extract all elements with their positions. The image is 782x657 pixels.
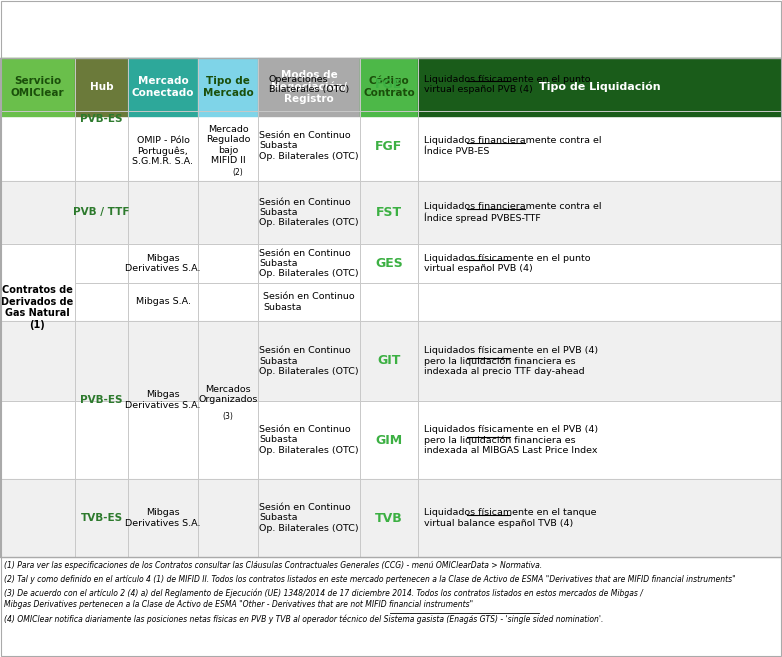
Text: TVB-ES: TVB-ES	[81, 513, 123, 523]
Text: (4) OMIClear notifica diariamente las posiciones netas físicas en PVB y TVB al o: (4) OMIClear notifica diariamente las po…	[4, 614, 604, 623]
Bar	[418, 58, 782, 116]
Bar	[0, 58, 75, 116]
Text: Sesión en Continuo
Subasta
Op. Bilaterales (OTC): Sesión en Continuo Subasta Op. Bilateral…	[259, 503, 359, 533]
Text: Sesión en Continuo
Subasta
Op. Bilaterales (OTC): Sesión en Continuo Subasta Op. Bilateral…	[259, 131, 359, 161]
Text: PVB-ES: PVB-ES	[81, 114, 123, 124]
Text: (3): (3)	[223, 412, 234, 421]
Text: Mibgas
Derivatives S.A.: Mibgas Derivatives S.A.	[125, 509, 201, 528]
Bar	[258, 58, 360, 116]
Text: PVB / TTF: PVB / TTF	[74, 208, 130, 217]
Text: (2) Tal y como definido en el artículo 4 (1) de MIFID II. Todos los contratos li: (2) Tal y como definido en el artículo 4…	[4, 575, 736, 584]
Text: FST: FST	[376, 206, 402, 219]
Text: TVB: TVB	[375, 512, 403, 524]
Bar	[0, 181, 782, 244]
Text: GIT: GIT	[377, 355, 400, 367]
Text: GIM: GIM	[375, 434, 403, 447]
Text: GES: GES	[375, 257, 403, 270]
Bar	[75, 58, 128, 116]
Text: Mercado
Conectado: Mercado Conectado	[131, 76, 194, 98]
Bar	[0, 479, 782, 557]
Text: Liquidados financieramente contra el
Índice PVB-ES: Liquidados financieramente contra el Índ…	[424, 136, 601, 156]
Text: Mercados
Organizados: Mercados Organizados	[199, 385, 258, 404]
Text: Liquidados físicamente en el PVB (4)
pero la liquidación financiera es
indexada : Liquidados físicamente en el PVB (4) per…	[424, 425, 598, 455]
Text: Liquidados financieramente contra el
Índice spread PVBES-TTF: Liquidados financieramente contra el Índ…	[424, 202, 601, 223]
Text: (2): (2)	[232, 168, 243, 177]
Text: Servicio
OMIClear: Servicio OMIClear	[11, 76, 64, 98]
Text: Modos de
Negociación/
Registro: Modos de Negociación/ Registro	[271, 70, 347, 104]
Text: Mibgas
Derivatives S.A.: Mibgas Derivatives S.A.	[125, 254, 201, 273]
Text: Hub: Hub	[90, 82, 113, 92]
Bar	[0, 58, 782, 557]
Text: Operaciones
Bilaterales (OTC): Operaciones Bilaterales (OTC)	[269, 75, 349, 94]
Text: Liquidados físicamente en el tanque
virtual balance español TVB (4): Liquidados físicamente en el tanque virt…	[424, 509, 597, 528]
Text: Sesión en Continuo
Subasta
Op. Bilaterales (OTC): Sesión en Continuo Subasta Op. Bilateral…	[259, 346, 359, 376]
Bar	[0, 111, 782, 181]
Text: Liquidados físicamente en el punto
virtual español PVB (4): Liquidados físicamente en el punto virtu…	[424, 75, 590, 94]
Text: PVB-ES: PVB-ES	[81, 395, 123, 405]
Bar	[198, 58, 258, 116]
Text: Sesión en Continuo
Subasta: Sesión en Continuo Subasta	[264, 292, 355, 311]
Bar	[0, 321, 782, 401]
Text: Código
Contrato: Código Contrato	[363, 76, 415, 98]
Bar	[0, 244, 782, 321]
Text: Liquidados físicamente en el punto
virtual español PVB (4): Liquidados físicamente en el punto virtu…	[424, 254, 590, 273]
Text: OMIP - Pólo
Português,
S.G.M.R. S.A.: OMIP - Pólo Português, S.G.M.R. S.A.	[132, 136, 193, 166]
Bar	[0, 401, 782, 479]
Text: (3) De acuerdo con el artículo 2 (4) a) del Reglamento de Ejecución (UE) 1348/20: (3) De acuerdo con el artículo 2 (4) a) …	[4, 589, 643, 609]
Bar	[0, 58, 782, 111]
Text: Mibgas
Derivatives S.A.: Mibgas Derivatives S.A.	[125, 390, 201, 410]
Text: Sesión en Continuo
Subasta
Op. Bilaterales (OTC): Sesión en Continuo Subasta Op. Bilateral…	[259, 248, 359, 279]
Text: Mibgas S.A.: Mibgas S.A.	[135, 298, 191, 307]
Text: Sesión en Continuo
Subasta
Op. Bilaterales (OTC): Sesión en Continuo Subasta Op. Bilateral…	[259, 425, 359, 455]
Text: FGF: FGF	[375, 139, 403, 152]
Bar	[128, 58, 198, 116]
Text: Tipo de
Mercado: Tipo de Mercado	[203, 76, 253, 98]
Text: Contratos de
Derivados de
Gas Natural
(1): Contratos de Derivados de Gas Natural (1…	[2, 285, 74, 330]
Text: Sesión en Continuo
Subasta
Op. Bilaterales (OTC): Sesión en Continuo Subasta Op. Bilateral…	[259, 198, 359, 227]
Text: Tipo de Liquidación: Tipo de Liquidación	[539, 81, 661, 92]
Text: (1) Para ver las especificaciones de los Contratos consultar las Cláusulas Contr: (1) Para ver las especificaciones de los…	[4, 561, 542, 570]
Text: FGE: FGE	[375, 78, 403, 91]
Text: Liquidados físicamente en el PVB (4)
pero la liquidación financiera es
indexada : Liquidados físicamente en el PVB (4) per…	[424, 346, 598, 376]
Bar	[360, 58, 418, 116]
Text: Mercado
Regulado
bajo
MIFID II: Mercado Regulado bajo MIFID II	[206, 125, 250, 165]
